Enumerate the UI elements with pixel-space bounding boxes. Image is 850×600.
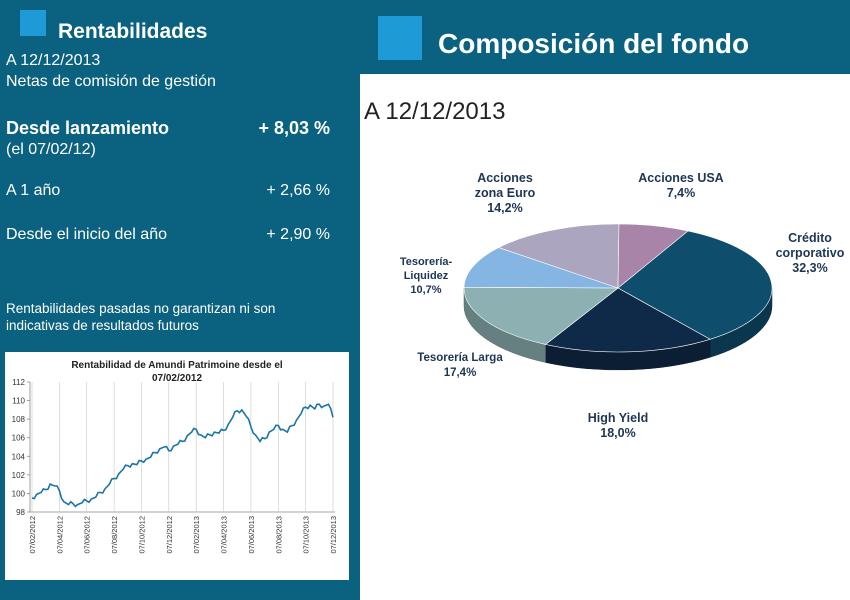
composition-date: A 12/12/2013 [364,98,506,125]
pie-label-value: 17,4% [443,367,477,379]
pie-label-name: High Yield [587,411,649,425]
line-chart-title-line1: Rentabilidad de Amundi Patrimoine desde … [71,360,283,371]
line-chart-title-line2: 07/02/2012 [152,373,202,384]
pie-label-name: Tesorería- Liquidez [399,256,453,282]
x-tick-label: 07/08/2013 [274,516,283,554]
pie-slice-tesorer-a-larga [463,286,619,345]
y-tick-label: 112 [12,378,25,387]
y-tick-label: 106 [12,434,26,443]
x-tick-label: 07/08/2012 [110,516,119,554]
y-tick-label: 102 [12,471,26,480]
x-tick-label: 07/10/2013 [302,516,311,554]
x-tick-label: 07/10/2012 [137,516,146,554]
composition-title: Composición del fondo [438,28,750,59]
x-tick-label: 07/12/2012 [165,516,174,554]
pie-label-name: Acciones USA [638,171,724,185]
x-tick-label: 07/12/2013 [329,516,338,554]
pie-slice-high-yield [544,287,711,353]
return-label-ytd: Desde el inicio del año [6,226,167,243]
y-tick-label: 104 [12,452,26,461]
x-tick-label: 07/06/2013 [247,516,256,554]
pie-label-acciones-usa: Acciones USA 7,4% [626,171,736,201]
return-label-1-year: A 1 año [6,182,61,199]
returns-header: Rentabilidades [0,0,360,50]
return-label-since-launch: Desde lanzamiento [6,118,170,138]
pie-label-tesoreria-larga: Tesorería Larga 17,4% [405,351,515,381]
x-tick-label: 07/06/2012 [83,516,92,554]
y-tick-label: 108 [12,415,26,424]
composition-header: Composición del fondo [360,0,850,74]
return-value-1-year: + 2,66 % [266,182,330,199]
returns-subtitle: Netas de comisión de gestión [6,73,216,90]
pie-label-high-yield: High Yield 18,0% [568,411,668,441]
y-tick-label: 100 [12,489,26,498]
performance-chart-svg: Rentabilidad de Amundi Patrimoine desde … [12,360,338,554]
pie-slice-acciones-usa [617,223,689,289]
return-value-since-launch: + 8,03 % [258,118,330,138]
series-line [31,403,334,508]
return-value-ytd: + 2,90 % [266,226,330,243]
y-tick-label: 110 [12,397,25,406]
pie-label-name: Acciones zona Euro [474,171,536,200]
x-tick-label: 07/02/2012 [28,516,37,554]
pie-label-value: 7,4% [666,186,696,200]
launch-date-note: (el 07/02/12) [6,141,96,158]
x-tick-label: 07/04/2013 [220,516,229,554]
pie-label-value: 18,0% [600,426,636,440]
header-square-icon [378,16,422,60]
pie-label-name: Tesorería Larga [417,352,503,364]
pie-label-credito-corporativo: Crédito corporativo 32,3% [770,231,850,276]
returns-title: Rentabilidades [58,20,208,43]
header-square-icon [20,10,46,36]
pie-label-value: 14,2% [487,201,523,215]
pie-label-tesoreria-liquidez: Tesorería- Liquidez 10,7% [386,255,466,297]
y-tick-label: 98 [16,508,25,517]
pie-label-value: 32,3% [792,261,828,275]
pie-slice-cr-dito-corporativo [617,230,773,340]
composition-pie-chart [463,223,773,371]
x-tick-label: 07/04/2012 [55,516,64,554]
returns-date: A 12/12/2013 [6,52,101,69]
pie-label-acciones-zona-euro: Acciones zona Euro 14,2% [465,171,545,216]
pie-slice-acciones-zona-euro [497,223,620,289]
performance-line-chart: Rentabilidad de Amundi Patrimoine desde … [5,352,349,580]
x-tick-label: 07/02/2013 [192,516,201,554]
pie-label-name: Crédito corporativo [775,231,845,260]
disclaimer-text: Rentabilidades pasadas no garantizan ni … [6,301,276,333]
pie-slice-tesorer-a-liquidez [463,247,619,289]
pie-label-value: 10,7% [410,284,442,296]
